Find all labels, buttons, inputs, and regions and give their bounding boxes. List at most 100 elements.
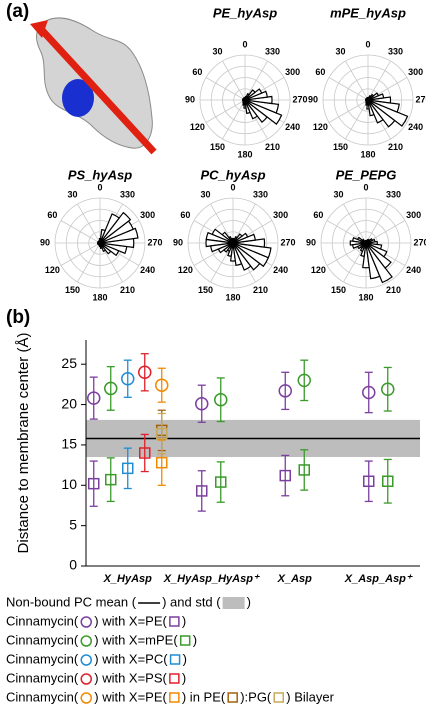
angle-label: 60 xyxy=(192,67,202,77)
angle-label: 330 xyxy=(253,190,268,200)
rose-bar xyxy=(244,95,248,101)
rose-bar xyxy=(367,96,392,104)
legend-marker xyxy=(80,635,92,647)
legend-marker xyxy=(273,692,285,703)
circle-marker xyxy=(121,371,135,386)
angle-label: 0 xyxy=(230,182,235,192)
rose-bar xyxy=(244,95,273,105)
angle-label: 90 xyxy=(173,237,183,247)
y-tick-label: 0 xyxy=(69,557,77,573)
angle-label: 210 xyxy=(265,142,280,152)
angular-grid xyxy=(210,203,234,244)
angle-label: 240 xyxy=(406,265,421,275)
legend-text: ) with X=PE( xyxy=(94,689,167,704)
y-tick-label: 20 xyxy=(61,395,77,411)
angle-label: 180 xyxy=(237,149,252,159)
axis-arrowhead xyxy=(30,20,48,38)
legend-text: Cinnamycin( xyxy=(6,651,79,666)
angle-label: 150 xyxy=(198,285,213,295)
angle-label: 150 xyxy=(65,285,80,295)
angle-label: 60 xyxy=(47,210,57,220)
angle-label: 270 xyxy=(292,94,307,104)
angular-grid xyxy=(205,77,246,101)
angular-grid xyxy=(232,203,256,244)
angle-label: 30 xyxy=(212,47,222,57)
orientation-axis xyxy=(37,25,157,155)
rose-bar xyxy=(99,228,106,244)
legend-marker xyxy=(169,654,181,665)
square-marker xyxy=(139,447,151,459)
square-marker xyxy=(156,427,168,440)
angular-grid xyxy=(205,99,246,123)
angle-label: 90 xyxy=(308,94,318,104)
angular-grid xyxy=(328,99,369,123)
angle-label: 330 xyxy=(120,190,135,200)
legend-marker xyxy=(169,692,180,703)
y-tick-label: 5 xyxy=(69,516,77,532)
angle-label: 0 xyxy=(242,39,247,49)
angle-label: 300 xyxy=(408,67,423,77)
legend-marker xyxy=(222,597,245,609)
legend-text: Cinnamycin( xyxy=(6,689,79,704)
legend-marker xyxy=(80,654,92,666)
y-tick-label: 10 xyxy=(61,476,77,492)
legend-text: ) with X=PE( xyxy=(94,613,167,628)
angular-grid xyxy=(244,60,268,101)
angle-label: 330 xyxy=(386,190,401,200)
angle-label: 180 xyxy=(358,292,373,302)
square-marker xyxy=(156,456,168,469)
polar-title: PC_hyAsp xyxy=(200,167,265,182)
circle-marker xyxy=(138,365,152,380)
rose-bar xyxy=(365,242,383,250)
angle-label: 0 xyxy=(365,39,370,49)
angular-grid xyxy=(77,242,101,283)
polar-title: mPE_hyAsp xyxy=(330,5,406,20)
rose-bar xyxy=(99,213,121,244)
legend-marker xyxy=(169,673,180,684)
legend-marker xyxy=(169,616,180,627)
rose-bar xyxy=(232,237,236,244)
square-marker xyxy=(298,464,310,476)
angle-label: 90 xyxy=(185,94,195,104)
angle-label: 240 xyxy=(408,122,423,132)
square-marker xyxy=(279,469,291,482)
rose-bar xyxy=(232,238,266,248)
y-tick-label: 15 xyxy=(61,436,77,452)
rose-bar xyxy=(244,99,283,125)
angle-label: 120 xyxy=(313,122,328,132)
angle-label: 240 xyxy=(273,265,288,275)
angle-label: 150 xyxy=(331,285,346,295)
angular-grid xyxy=(343,203,367,244)
angle-label: 300 xyxy=(285,67,300,77)
legend-text: ) xyxy=(247,594,251,609)
circle-marker xyxy=(362,385,376,400)
circle-marker xyxy=(87,391,101,405)
angle-label: 30 xyxy=(200,190,210,200)
panel-label: (a) xyxy=(6,1,29,22)
angle-label: 300 xyxy=(140,210,155,220)
angular-grid xyxy=(222,99,246,140)
legend-marker xyxy=(80,692,92,704)
legend-text: ) in PE( xyxy=(182,689,226,704)
angle-label: 120 xyxy=(178,265,193,275)
angle-label: 210 xyxy=(386,285,401,295)
x-tick-label: X_Asp xyxy=(277,573,313,585)
rose-bar xyxy=(365,242,393,284)
angle-label: 0 xyxy=(363,182,368,192)
circle-marker xyxy=(214,392,228,407)
angular-grid xyxy=(345,99,369,140)
circle-marker xyxy=(381,382,395,396)
angle-label: 120 xyxy=(311,265,326,275)
legend-marker xyxy=(80,616,92,628)
angle-label: 300 xyxy=(273,210,288,220)
rose-bar xyxy=(367,96,370,101)
square-marker xyxy=(363,475,375,487)
angle-label: 180 xyxy=(360,149,375,159)
angle-label: 150 xyxy=(333,142,348,152)
angle-label: 180 xyxy=(225,292,240,302)
angular-grid xyxy=(328,77,369,101)
angle-label: 60 xyxy=(180,210,190,220)
rose-bar xyxy=(365,242,392,269)
rose-bar xyxy=(99,211,132,244)
